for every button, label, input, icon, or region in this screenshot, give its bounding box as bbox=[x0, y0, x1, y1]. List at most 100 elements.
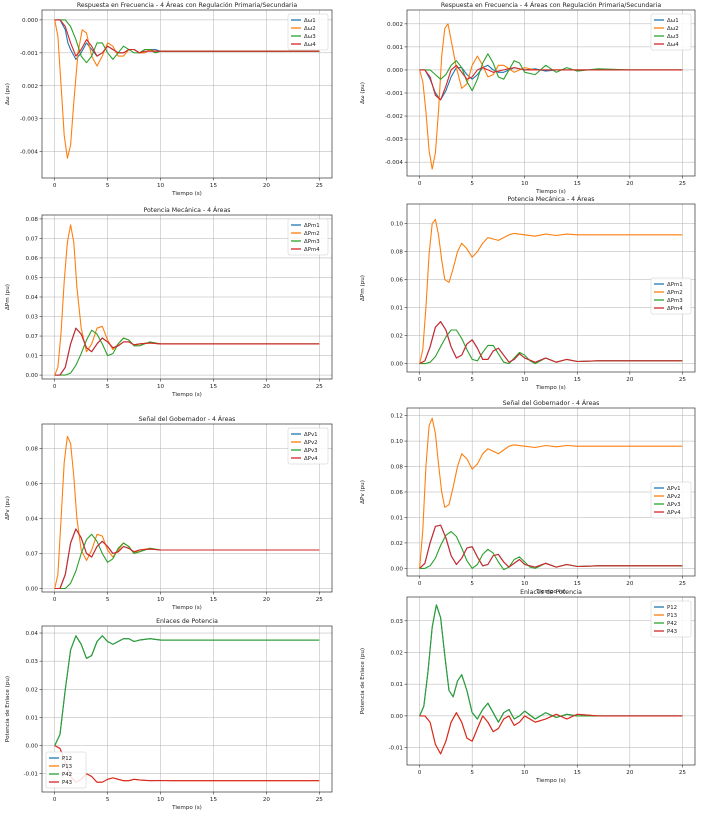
x-tick-label: 5 bbox=[470, 581, 474, 587]
legend-box bbox=[287, 427, 329, 465]
legend-label: ΔPm1 bbox=[304, 223, 320, 229]
legend-box bbox=[45, 751, 87, 789]
chart-freq-area-left: Respuesta en Frecuencia - 4 Áreas con Re… bbox=[5, 0, 333, 197]
legend-label: Δω2 bbox=[667, 26, 679, 32]
legend-label: ΔPm3 bbox=[667, 298, 683, 304]
x-tick-label: 10 bbox=[157, 384, 165, 390]
y-tick-label: 0.00 bbox=[26, 587, 39, 593]
y-axis-label: Potencia de Enlace (pu) bbox=[360, 648, 366, 714]
x-tick-label: 25 bbox=[679, 581, 687, 587]
axes-frame bbox=[41, 625, 333, 793]
y-tick-label: 0.00 bbox=[26, 373, 39, 379]
y-tick-label: -0.004 bbox=[385, 160, 403, 166]
x-tick-label: 15 bbox=[574, 181, 582, 187]
chart-title: Enlaces de Potencia bbox=[520, 589, 582, 596]
legend-label: Δω3 bbox=[667, 34, 679, 40]
chart-mech-power-left: Potencia Mecánica - 4 Áreas 0 5 10 15 20 25 0.0… bbox=[5, 205, 333, 398]
legend-label: ΔPv1 bbox=[304, 432, 318, 438]
chart-title: Señal del Gobernador - 4 Áreas bbox=[503, 398, 600, 407]
y-tick-label: 0.06 bbox=[26, 256, 39, 262]
x-axis-label: Tiempo (s) bbox=[535, 189, 566, 195]
axes-frame bbox=[406, 596, 696, 766]
series-line bbox=[419, 53, 683, 92]
y-axis-label: Δω (pu) bbox=[5, 83, 11, 105]
axes-frame bbox=[41, 423, 333, 593]
x-axis-label: Tiempo (s) bbox=[535, 589, 566, 595]
legend-label: ΔPv4 bbox=[304, 456, 318, 462]
chart-tie-power-left: Enlaces de Potencia 0 5 10 15 20 25 -0.01 0.00 0.… bbox=[5, 618, 333, 811]
legend-label: ΔPv2 bbox=[667, 494, 681, 500]
y-tick-label: 0.07 bbox=[26, 236, 39, 242]
x-tick-label: 0 bbox=[418, 770, 422, 776]
x-tick-label: 5 bbox=[470, 377, 474, 383]
x-tick-label: 10 bbox=[157, 797, 165, 803]
x-axis-label: Tiempo (s) bbox=[535, 385, 566, 391]
y-tick-label: 0.00 bbox=[391, 362, 404, 368]
x-tick-label: 15 bbox=[574, 377, 582, 383]
y-tick-label: 0.05 bbox=[26, 275, 39, 281]
y-tick-label: 0.08 bbox=[391, 465, 404, 471]
legend-label: ΔPm3 bbox=[304, 239, 320, 245]
x-axis-label: Tiempo (s) bbox=[171, 392, 202, 398]
x-tick-label: 25 bbox=[316, 797, 324, 803]
x-tick-label: 5 bbox=[106, 797, 110, 803]
x-tick-label: 20 bbox=[263, 597, 271, 603]
y-tick-label: -0.002 bbox=[385, 114, 403, 120]
y-tick-label: 0.00 bbox=[391, 714, 404, 720]
chart-title: Señal del Gobernador - 4 Áreas bbox=[139, 414, 236, 423]
legend-label: ΔPv3 bbox=[667, 502, 681, 508]
legend-label: Δω2 bbox=[304, 26, 316, 32]
x-tick-label: 15 bbox=[574, 770, 582, 776]
x-tick-label: 10 bbox=[521, 581, 529, 587]
y-axis-label: ΔPv (pu) bbox=[360, 480, 366, 504]
y-tick-label: 0.02 bbox=[26, 687, 38, 693]
chart-title: Respuesta en Frecuencia - 4 Áreas con Re… bbox=[77, 0, 297, 9]
axes-frame bbox=[406, 9, 696, 177]
legend-label: Δω1 bbox=[667, 18, 679, 24]
x-tick-label: 5 bbox=[470, 770, 474, 776]
y-tick-label: 0.000 bbox=[22, 18, 38, 24]
legend-label: P13 bbox=[667, 613, 677, 619]
y-tick-label: 0.03 bbox=[26, 315, 39, 321]
y-tick-label: 0.12 bbox=[391, 414, 403, 420]
chart-freq-area-right: Respuesta en Frecuencia - 4 Áreas con Re… bbox=[360, 0, 696, 195]
series-line bbox=[419, 321, 683, 365]
x-axis-label: Tiempo (s) bbox=[171, 805, 202, 811]
y-tick-label: 0.03 bbox=[26, 659, 39, 665]
y-tick-label: -0.004 bbox=[20, 150, 38, 156]
legend-box bbox=[650, 481, 692, 519]
y-tick-label: 0.01 bbox=[391, 682, 404, 688]
y-tick-label: 0.01 bbox=[391, 515, 404, 521]
legend-label: Δω3 bbox=[304, 34, 316, 40]
x-tick-label: 25 bbox=[679, 377, 687, 383]
chart-title: Enlaces de Potencia bbox=[156, 618, 218, 625]
legend-box bbox=[650, 13, 692, 51]
x-tick-label: 5 bbox=[106, 384, 110, 390]
y-tick-label: 0.04 bbox=[26, 631, 39, 637]
legend-label: P42 bbox=[667, 621, 677, 627]
x-tick-label: 15 bbox=[574, 581, 582, 587]
legend-label: P13 bbox=[62, 764, 72, 770]
legend-label: ΔPm4 bbox=[304, 247, 320, 253]
y-tick-label: 0.01 bbox=[391, 306, 404, 312]
x-tick-label: 0 bbox=[53, 797, 57, 803]
x-tick-label: 0 bbox=[53, 183, 57, 189]
x-tick-label: 15 bbox=[210, 384, 218, 390]
x-tick-label: 20 bbox=[263, 384, 271, 390]
x-tick-label: 20 bbox=[626, 770, 634, 776]
chart-title: Potencia Mecánica - 4 Áreas bbox=[507, 194, 594, 203]
legend-label: Δω4 bbox=[667, 42, 679, 48]
plot-area bbox=[42, 424, 332, 592]
y-axis-label: ΔPm (pu) bbox=[360, 275, 366, 301]
x-tick-label: 15 bbox=[210, 183, 218, 189]
legend-label: ΔPm2 bbox=[667, 290, 683, 296]
y-axis-label: Δω (pu) bbox=[360, 82, 366, 104]
legend-label: P12 bbox=[667, 605, 677, 611]
y-tick-label: 0.06 bbox=[391, 490, 404, 496]
y-tick-label: 0.07 bbox=[26, 334, 39, 340]
chart-title: Potencia Mecánica - 4 Áreas bbox=[143, 205, 230, 214]
x-tick-label: 10 bbox=[157, 183, 165, 189]
legend-label: ΔPv3 bbox=[304, 448, 318, 454]
chart-title: Respuesta en Frecuencia - 4 Áreas con Re… bbox=[441, 0, 661, 9]
y-tick-label: 0.00 bbox=[391, 566, 404, 572]
